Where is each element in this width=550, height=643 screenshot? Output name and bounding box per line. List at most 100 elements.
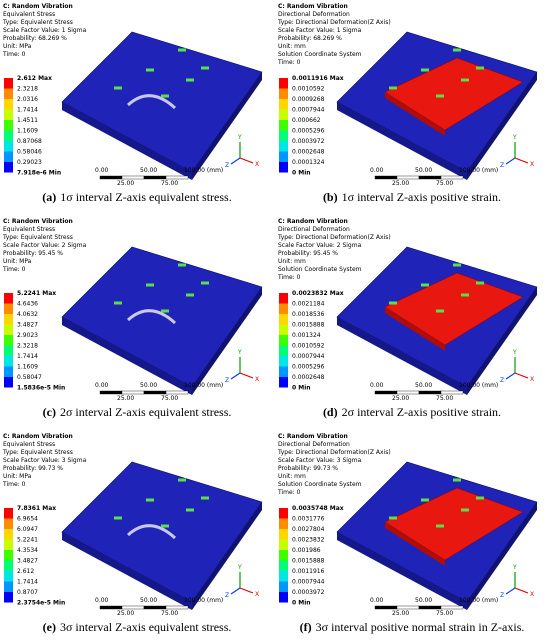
bolt xyxy=(461,293,469,297)
axis-label: X xyxy=(255,376,259,383)
scale-label: 25.00 xyxy=(117,395,134,402)
legend-swatch xyxy=(279,99,288,110)
header-line: Probability: 99.73 % xyxy=(3,465,63,472)
axis-label: X xyxy=(530,161,534,168)
axis-label: Z xyxy=(500,592,504,599)
scale-label: 25.00 xyxy=(392,395,409,402)
header-line: C: Random Vibration xyxy=(3,3,73,10)
axis-label: X xyxy=(255,591,259,598)
caption: (e) 3σ interval Z-axis equivalent stress. xyxy=(43,620,232,634)
legend-swatch xyxy=(4,151,13,162)
legend-swatch xyxy=(279,377,288,388)
plate xyxy=(61,31,263,173)
legend-swatch xyxy=(4,377,13,388)
legend-label: 2.612 xyxy=(17,568,34,575)
header-line: Unit: mm xyxy=(278,43,306,50)
bolt xyxy=(114,516,122,520)
bolt xyxy=(146,68,154,72)
legend-swatch xyxy=(4,120,13,131)
legend-swatch xyxy=(279,314,288,325)
header-line: Scale Factor Value: 2 Sigma xyxy=(3,242,87,249)
legend-label: 0.001324 xyxy=(292,332,321,339)
plate xyxy=(61,461,263,603)
legend-label: 0.58047 xyxy=(17,374,42,381)
legend-label: 1.5836e-5 Min xyxy=(17,385,65,392)
legend-label: 0.0018536 xyxy=(292,311,325,318)
scale-label: 25.00 xyxy=(392,610,409,617)
legend-swatch xyxy=(4,518,13,529)
scale-bar xyxy=(165,605,189,610)
header-line: C: Random Vibration xyxy=(278,218,348,225)
legend-label: 1.1609 xyxy=(17,128,38,135)
scale-label: 50.00 xyxy=(140,597,157,604)
legend-label: 2.0316 xyxy=(17,96,38,103)
header-line: Time: 0 xyxy=(2,51,26,58)
bolt xyxy=(146,498,154,502)
bolt xyxy=(201,66,209,70)
caption: (f) 3σ interval positive normal strain in… xyxy=(300,620,525,634)
legend-swatch xyxy=(279,592,288,603)
legend-swatch xyxy=(4,508,13,519)
legend-label: 0.0023832 xyxy=(292,537,325,544)
scale-label: 75.00 xyxy=(161,610,178,617)
legend-label: 2.3218 xyxy=(17,86,38,93)
legend-swatch xyxy=(4,162,13,173)
legend-label: 2.3218 xyxy=(17,343,38,350)
header-line: Type: Directional Deformation(Z Axis) xyxy=(277,449,391,456)
scale-label: 100.00 (mm) xyxy=(459,597,498,604)
bolt xyxy=(476,281,484,285)
bolt xyxy=(186,78,194,82)
legend-swatch xyxy=(279,571,288,582)
legend-label: 3.4827 xyxy=(17,322,38,329)
legend-label: 1.4511 xyxy=(17,117,38,124)
scale-bar xyxy=(418,390,442,395)
legend-label: 0.0021184 xyxy=(292,301,325,308)
legend-swatch xyxy=(4,314,13,325)
header-line: Directional Deformation xyxy=(278,226,350,233)
legend-swatch xyxy=(279,151,288,162)
bolt xyxy=(146,283,154,287)
scale-bar xyxy=(165,175,189,180)
bolt xyxy=(453,478,461,482)
legend-label: 1.7414 xyxy=(17,353,38,360)
legend-label: 3.4827 xyxy=(17,558,38,565)
axis-x xyxy=(514,587,529,594)
bolt xyxy=(421,283,429,287)
bolt xyxy=(436,94,444,98)
bolt xyxy=(453,48,461,52)
legend-label: 0.0002648 xyxy=(292,374,325,381)
legend-swatch xyxy=(4,366,13,377)
legend-label: 0.0005296 xyxy=(292,364,325,371)
caption-text: 1σ interval Z-axis positive strain. xyxy=(342,190,501,204)
scale-bar xyxy=(396,390,420,395)
bolt xyxy=(476,66,484,70)
legend-swatch xyxy=(4,99,13,110)
header-line: Scale Factor Value: 2 Sigma xyxy=(278,242,362,249)
plate-side xyxy=(467,72,537,180)
legend-label: 0.58046 xyxy=(17,149,42,156)
scale-label: 100.00 (mm) xyxy=(459,382,498,389)
legend-label: 0.0015888 xyxy=(292,322,325,329)
bolt xyxy=(389,516,397,520)
header-line: Time: 0 xyxy=(277,489,301,496)
scale-bar xyxy=(418,605,442,610)
legend-label: 7.8361 Max xyxy=(17,505,56,512)
legend-label: 0.0023832 Max xyxy=(292,290,344,297)
header-line: Probability: 95.45 % xyxy=(3,250,63,257)
header-line: Probability: 68.269 % xyxy=(3,35,67,42)
bolt xyxy=(161,309,169,313)
axis-z xyxy=(230,372,241,380)
header-line: C: Random Vibration xyxy=(3,433,73,440)
bolt xyxy=(461,78,469,82)
caption: (b) 1σ interval Z-axis positive strain. xyxy=(323,190,501,204)
scale-bar xyxy=(374,175,398,180)
header-line: Scale Factor Value: 3 Sigma xyxy=(3,457,87,464)
legend-label: 0 Min xyxy=(292,170,311,177)
legend-swatch xyxy=(279,518,288,529)
scale-label: 0.00 xyxy=(370,382,384,389)
legend-label: 0.0001324 xyxy=(292,159,325,166)
caption: (c) 2σ interval Z-axis equivalent stress. xyxy=(43,405,232,419)
axis-label: Z xyxy=(500,377,504,384)
bolt xyxy=(201,281,209,285)
